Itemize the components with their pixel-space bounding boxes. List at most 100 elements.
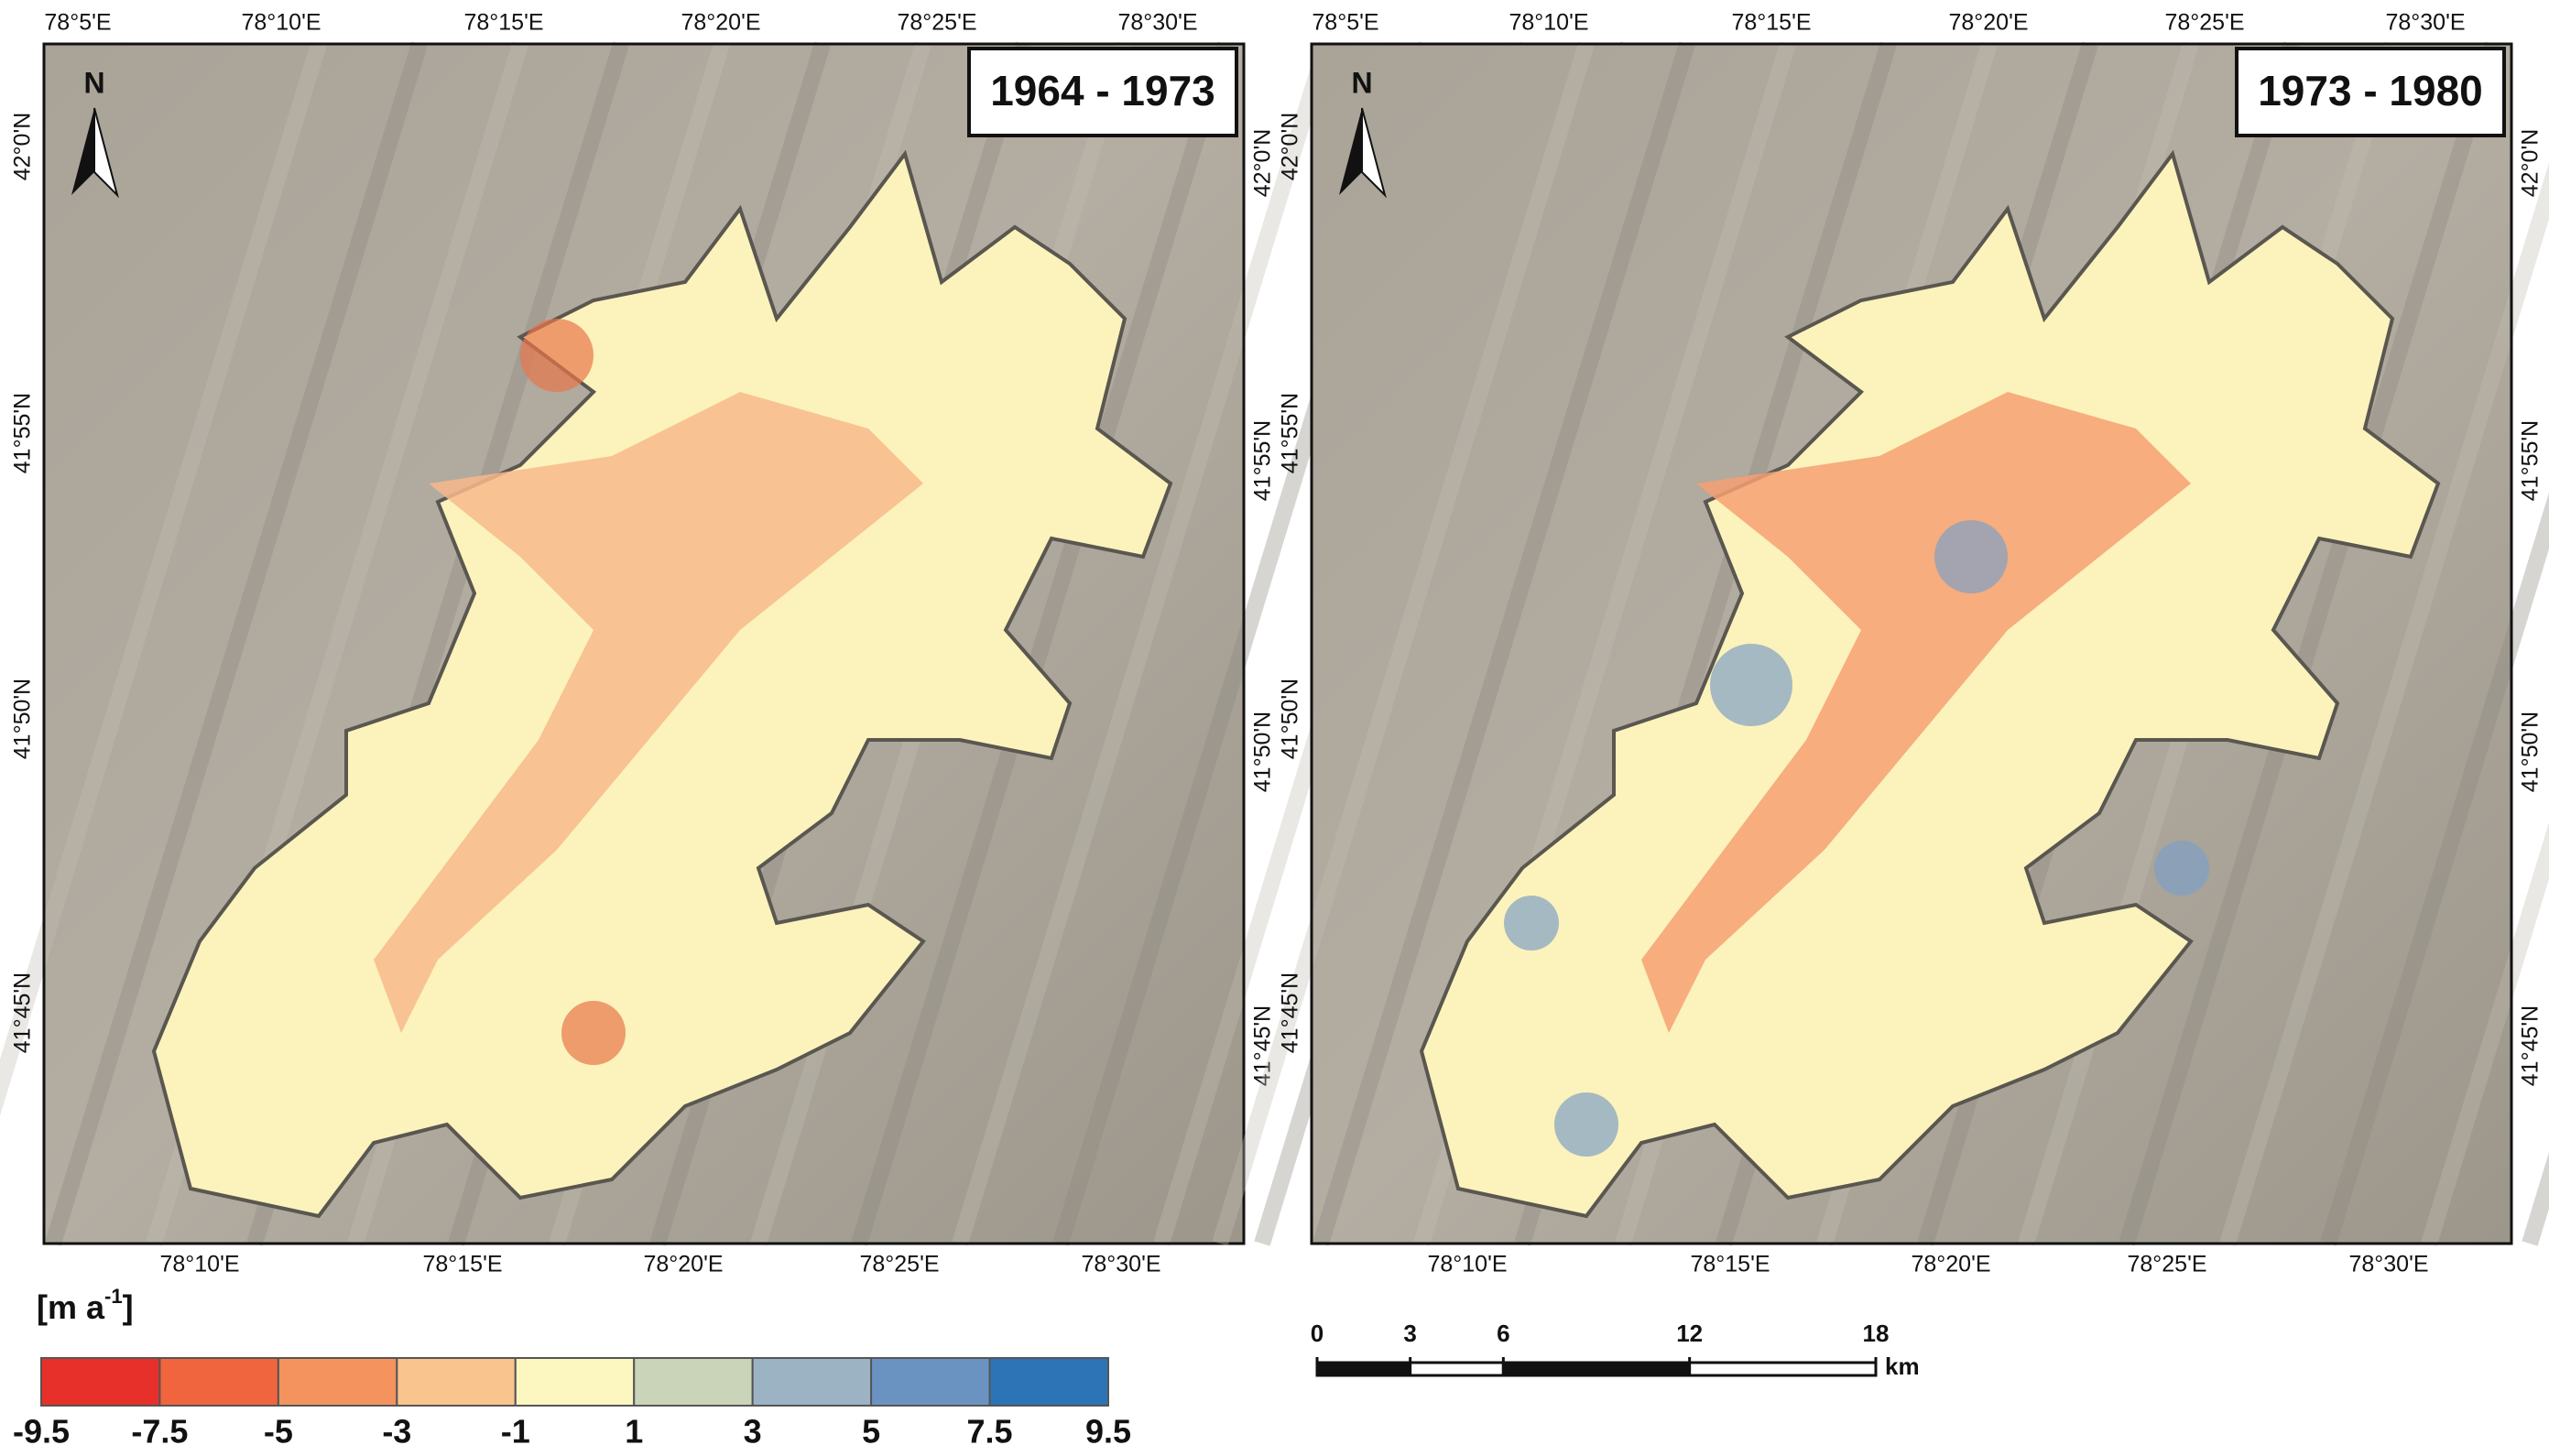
longitude-label: 78°25'E: [2164, 10, 2244, 36]
elevation-change-patch: [1554, 1092, 1618, 1157]
longitude-label: 78°25'E: [2127, 1252, 2206, 1277]
glacier-trunk: [374, 392, 923, 1033]
latitude-label: 42°0'N: [10, 113, 36, 181]
legend-unit-part: [m a: [37, 1288, 105, 1326]
longitude-label: 78°25'E: [897, 10, 976, 36]
scale-bar-segment: [1688, 1361, 1878, 1377]
latitude-label: 41°55'N: [1278, 393, 1303, 473]
legend-swatch: [988, 1357, 1109, 1407]
latitude-label: 41°50'N: [1250, 712, 1276, 792]
elevation-change-patch: [2154, 841, 2209, 896]
legend-swatch: [40, 1357, 161, 1407]
north-label: N: [1351, 66, 1372, 99]
period-title: 1973 - 1980: [2258, 67, 2483, 114]
map-frame: [1310, 42, 2513, 1245]
legend-swatch: [633, 1357, 754, 1407]
ridge: [1212, 41, 1595, 1246]
legend-swatch: [396, 1357, 517, 1407]
north-arrow: [93, 107, 119, 199]
scale-bar-label: 6: [1497, 1320, 1509, 1347]
legend-break-label: -3: [382, 1413, 411, 1451]
legend-unit-part: ]: [123, 1288, 134, 1326]
legend-swatch: [870, 1357, 991, 1407]
legend-swatch: [277, 1357, 398, 1407]
legend-break-label: -7.5: [131, 1413, 188, 1451]
legend-unit: [m a-1]: [37, 1285, 134, 1325]
longitude-label: 78°30'E: [1081, 1252, 1160, 1277]
ridge: [2119, 41, 2501, 1246]
legend-swatch: [514, 1357, 636, 1407]
elevation-change-patch: [1504, 896, 1559, 951]
longitude-label: 78°5'E: [1312, 10, 1378, 36]
scale-bar-label: 12: [1676, 1320, 1703, 1347]
longitude-label: 78°10'E: [159, 1252, 239, 1277]
longitude-label: 78°15'E: [1690, 1252, 1770, 1277]
longitude-label: 78°10'E: [1509, 10, 1588, 36]
latitude-label: 41°50'N: [2518, 712, 2544, 792]
latitude-label: 41°45'N: [1278, 972, 1303, 1053]
longitude-label: 78°30'E: [1117, 10, 1197, 36]
ridge: [851, 41, 1234, 1246]
latitude-label: 41°45'N: [10, 972, 36, 1053]
latitude-label: 42°0'N: [2518, 129, 2544, 198]
latitude-label: 41°45'N: [1250, 1005, 1276, 1086]
elevation-change-patch: [1934, 520, 2008, 593]
scale-bar-label: 0: [1311, 1320, 1324, 1347]
longitude-label: 78°20'E: [643, 1252, 723, 1277]
latitude-label: 41°45'N: [2518, 1005, 2544, 1086]
scale-bar-segment: [1315, 1361, 1412, 1377]
period-title-box: [2235, 47, 2506, 137]
scale-bar-segment: [1409, 1361, 1505, 1377]
scale-bar-label: 3: [1403, 1320, 1416, 1347]
longitude-label: 78°25'E: [859, 1252, 939, 1277]
map-panel: N 1964 - 1973 78°5'E 78°10'E 78°15'E 78°20'E 7…: [0, 10, 1637, 1277]
legend-break-label: -5: [264, 1413, 293, 1451]
ridge: [2219, 162, 2549, 1246]
latitude-label: 41°50'N: [1278, 679, 1303, 759]
latitude-label: 42°0'N: [1250, 129, 1276, 198]
ridge: [2421, 822, 2549, 1246]
legend-break-label: 5: [862, 1413, 880, 1451]
period-title-box: [967, 47, 1238, 137]
legend-swatch: [158, 1357, 279, 1407]
longitude-label: 78°5'E: [44, 10, 111, 36]
north-arrow: [1361, 107, 1387, 199]
elevation-change-patch: [520, 319, 594, 392]
legend-break-label: 7.5: [967, 1413, 1013, 1451]
elevation-change-patch: [1710, 644, 1792, 726]
legend-break-label: -9.5: [13, 1413, 70, 1451]
longitude-label: 78°30'E: [2348, 1252, 2428, 1277]
longitude-label: 78°10'E: [241, 10, 321, 36]
glacier-trunk: [1641, 392, 2191, 1033]
latitude-label: 41°55'N: [2518, 420, 2544, 501]
north-arrow: [71, 108, 94, 195]
longitude-label: 78°10'E: [1427, 1252, 1507, 1277]
longitude-label: 78°30'E: [2385, 10, 2465, 36]
north-arrow: [1339, 108, 1362, 195]
ridge: [0, 41, 327, 1116]
longitude-label: 78°15'E: [422, 1252, 502, 1277]
ridge: [45, 41, 428, 1246]
scale-bar-unit: km: [1885, 1353, 1920, 1380]
map-frame: [42, 42, 1246, 1245]
legend-break-label: 3: [744, 1413, 762, 1451]
legend-swatch: [751, 1357, 873, 1407]
latitude-label: 41°55'N: [10, 393, 36, 473]
latitude-label: 42°0'N: [1278, 113, 1303, 181]
legend-unit-part: -1: [104, 1285, 123, 1308]
scale-bar-segment: [1501, 1361, 1692, 1377]
longitude-label: 78°20'E: [1911, 1252, 1990, 1277]
longitude-label: 78°20'E: [1948, 10, 2028, 36]
longitude-label: 78°15'E: [463, 10, 543, 36]
longitude-label: 78°20'E: [681, 10, 760, 36]
elevation-change-patch: [561, 1001, 626, 1065]
legend-break-label: -1: [501, 1413, 530, 1451]
map-panel: N 1973 - 1980 78°5'E 78°10'E 78°15'E 78°20'E 7…: [1212, 10, 2549, 1277]
scale-bar-label: 18: [1863, 1320, 1890, 1347]
ridge: [952, 41, 1334, 1246]
latitude-label: 41°55'N: [1250, 420, 1276, 501]
ridge: [1313, 41, 1695, 1246]
legend-break-label: 9.5: [1085, 1413, 1131, 1451]
